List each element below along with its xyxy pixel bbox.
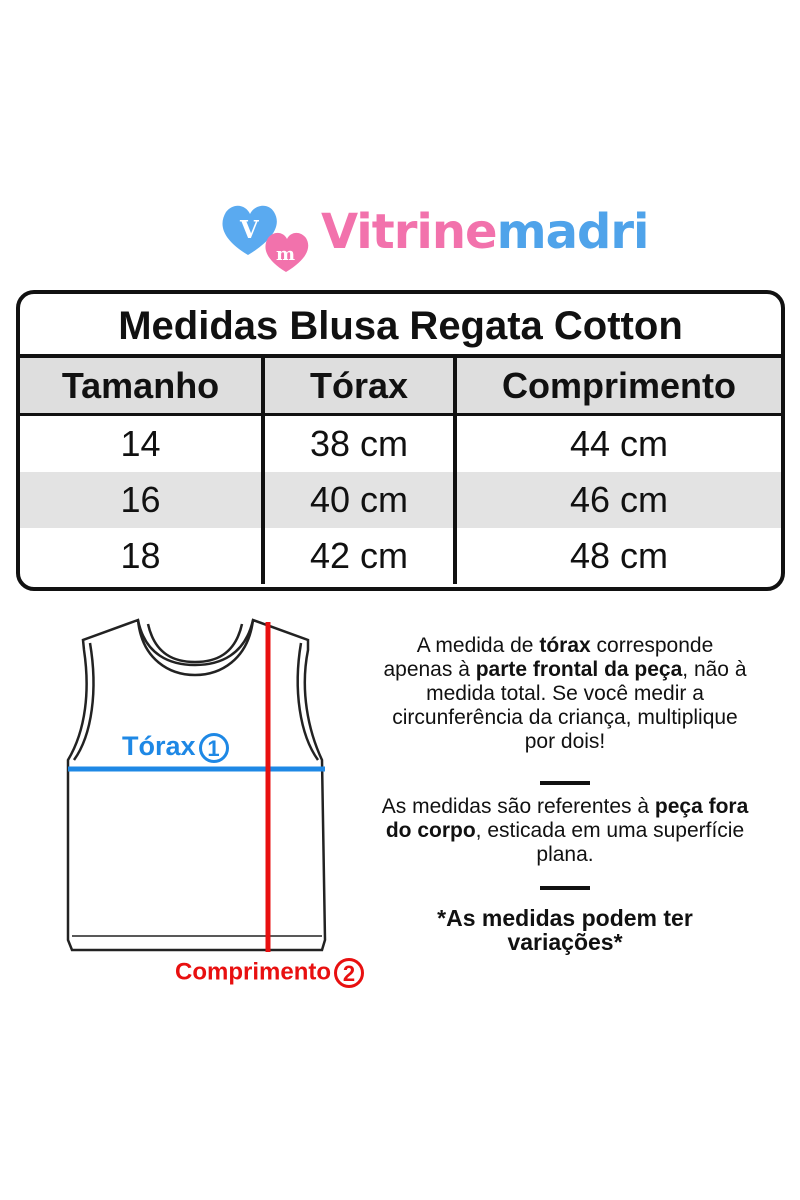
cell-torax: 42 cm [265,528,457,584]
variation-note: *As medidas podem ter variações* [437,905,693,955]
torax-label: Tórax 1 [122,731,229,763]
note-text: corresponde apenas à [383,634,714,681]
table-title: Medidas Blusa Regata Cotton [20,294,781,358]
cell-size: 18 [20,528,265,584]
table-header: Tamanho Tórax Comprimento [20,358,781,416]
brand-name: Vitrinemadri [321,204,650,260]
hearts-logo-icon: V m [222,205,309,272]
comprimento-label: Comprimento 2 [175,958,364,988]
header-comprimento: Comprimento [502,364,736,406]
brand-logo: V m Vitrinemadri [218,200,649,275]
note-text: As medidas são referentes à [381,795,655,818]
torax-label-text: Tórax [122,731,196,761]
note-text: , esticada em uma superfície plana. [475,819,745,866]
comprimento-label-text: Comprimento [175,958,331,986]
note-text: , não à medida total. Se você medir a ci… [392,658,747,753]
cell-size: 16 [20,472,265,528]
torax-note: A medida de tórax corresponde apenas à p… [360,634,770,754]
divider [540,886,590,890]
tank-top-diagram-icon [66,618,327,952]
torax-number-badge: 1 [198,732,229,763]
note-bold: tórax [539,634,591,657]
table-row: 16 40 cm 46 cm [20,472,781,528]
measure-note: As medidas são referentes à peça fora do… [360,795,770,867]
cell-size: 14 [20,416,265,472]
cell-comprimento: 46 cm [569,479,669,520]
svg-text:m: m [276,244,295,265]
cell-torax: 40 cm [265,472,457,528]
comprimento-number-badge: 2 [334,958,364,988]
svg-text:V: V [239,215,259,244]
cell-torax: 38 cm [265,416,457,472]
divider [540,781,590,785]
brand-part1: Vitrine [321,204,498,260]
header-torax: Tórax [265,358,457,413]
header-tamanho: Tamanho [20,358,265,413]
cell-comprimento: 44 cm [569,423,669,464]
brand-part2: madri [496,204,650,260]
note-bold: parte frontal da peça [475,658,683,681]
note-text: A medida de [416,634,540,657]
note-bold: peça fora do corpo [385,795,749,842]
cell-comprimento: 48 cm [569,535,669,576]
table-row: 18 42 cm 48 cm [20,528,781,584]
size-table: Medidas Blusa Regata Cotton Tamanho Tóra… [16,290,785,591]
table-row: 14 38 cm 44 cm [20,416,781,472]
